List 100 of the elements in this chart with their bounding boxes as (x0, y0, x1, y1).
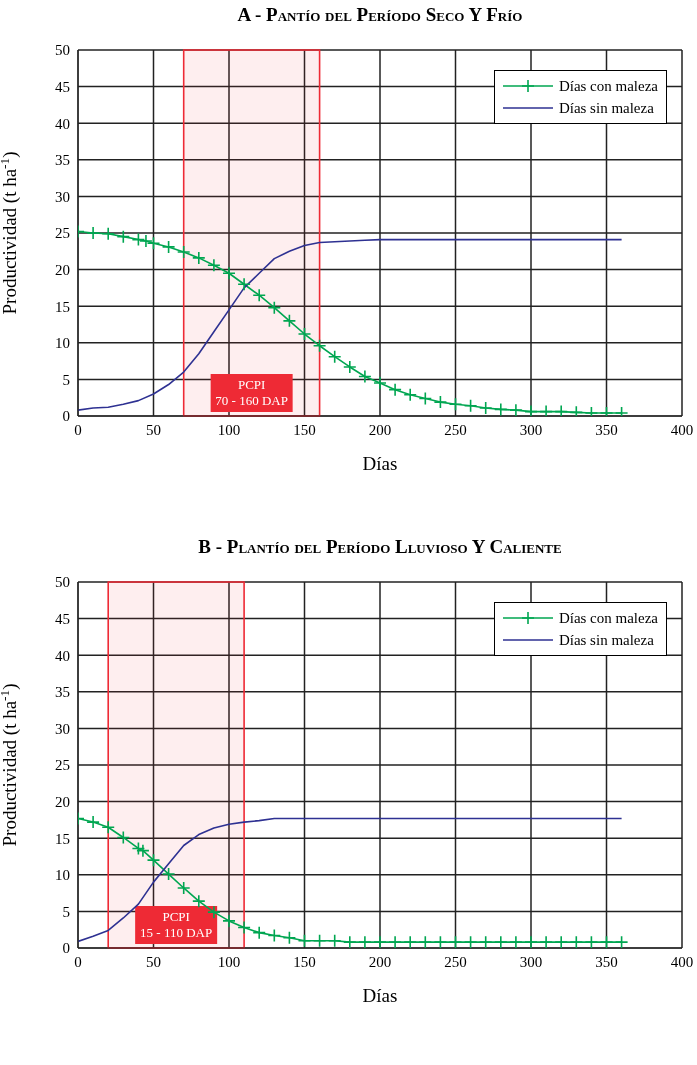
point (599, 935, 614, 948)
y-tick-label: 25 (55, 225, 70, 242)
y-tick-label: 0 (62, 408, 70, 425)
y-tick-label: 30 (55, 720, 70, 737)
y-tick-label: 5 (62, 371, 70, 388)
point (297, 327, 312, 341)
y-tick-label: 10 (55, 335, 70, 352)
point (569, 405, 584, 416)
x-tick-label: 350 (595, 953, 618, 970)
chart-title: A - Pantío del Período Seco Y Frío (236, 4, 524, 26)
point (418, 391, 433, 406)
y-tick-label: 0 (62, 940, 70, 957)
y-tick-label: 40 (55, 647, 70, 664)
y-tick-label: 10 (55, 867, 70, 884)
point (131, 232, 146, 247)
point (176, 881, 191, 895)
point (463, 398, 478, 413)
point (312, 933, 327, 948)
point (569, 935, 584, 948)
chart-title: B - Plantío del Período Lluvioso Y Caliente (197, 536, 563, 558)
point (252, 925, 266, 940)
x-tick-label: 150 (293, 953, 316, 970)
x-tick-label: 0 (74, 953, 82, 970)
y-tick-label: 50 (55, 42, 70, 59)
y-tick-label: 35 (55, 152, 70, 169)
y-tick-label: 15 (55, 298, 70, 315)
point (312, 338, 327, 353)
x-tick-label: 400 (670, 953, 694, 970)
point (222, 266, 236, 281)
point (207, 905, 221, 919)
point (373, 376, 387, 390)
band-label: PCPI 15 - 110 DAP (140, 909, 213, 940)
point (327, 933, 342, 948)
point (116, 830, 131, 845)
point (146, 853, 161, 867)
point (478, 935, 493, 948)
point (282, 930, 297, 945)
point (237, 920, 251, 935)
point (116, 229, 131, 244)
x-tick-label: 200 (368, 421, 392, 438)
point (524, 404, 538, 416)
point (192, 251, 206, 265)
y-tick-label: 30 (55, 188, 70, 205)
point (86, 226, 100, 240)
x-tick-label: 100 (217, 421, 241, 438)
legend-label: Días sin maleza (558, 631, 654, 649)
point (614, 935, 629, 948)
y-tick-label: 50 (55, 574, 70, 591)
legend-label: Días con maleza (558, 77, 658, 95)
x-axis-title: Días (362, 453, 398, 474)
point (86, 815, 100, 829)
legend-label: Días sin maleza (558, 99, 654, 117)
x-tick-label: 400 (670, 421, 694, 438)
point (343, 360, 357, 374)
x-tick-label: 300 (519, 421, 543, 438)
point (207, 258, 221, 273)
point (448, 935, 463, 948)
point (267, 300, 282, 315)
point (433, 395, 448, 409)
y-tick-label: 25 (55, 757, 70, 774)
x-tick-label: 200 (368, 953, 392, 970)
band-label: PCPI 70 - 160 DAP (215, 377, 288, 408)
y-tick-label: 40 (55, 115, 70, 132)
x-tick-label: 0 (74, 421, 82, 438)
point (494, 402, 508, 416)
y-tick-label: 20 (55, 793, 70, 810)
point (584, 935, 599, 948)
y-tick-label: 15 (55, 830, 70, 847)
x-tick-label: 100 (217, 953, 241, 970)
point (478, 401, 493, 415)
point (282, 314, 297, 328)
x-axis-title: Días (362, 985, 398, 1006)
point (327, 349, 342, 364)
x-tick-label: 250 (444, 953, 467, 970)
x-tick-label: 50 (146, 953, 161, 970)
point (448, 397, 463, 412)
y-tick-label: 35 (55, 684, 70, 701)
point (554, 404, 568, 416)
point (418, 935, 433, 948)
y-tick-label: 20 (55, 261, 70, 278)
x-tick-label: 50 (146, 421, 161, 438)
point (433, 935, 448, 948)
point (139, 234, 153, 248)
point (176, 245, 191, 259)
y-tick-label: 45 (55, 78, 70, 95)
point (161, 240, 176, 254)
x-tick-label: 250 (444, 421, 467, 438)
point (146, 236, 161, 251)
point (358, 369, 372, 384)
point (192, 894, 206, 908)
x-tick-label: 300 (519, 953, 543, 970)
point (463, 935, 478, 948)
point (297, 933, 312, 948)
x-tick-label: 350 (595, 421, 618, 438)
point (136, 843, 150, 858)
point (101, 820, 115, 835)
x-tick-label: 150 (293, 421, 316, 438)
point (222, 914, 236, 928)
legend-label: Días con maleza (558, 609, 658, 627)
point (237, 277, 251, 292)
